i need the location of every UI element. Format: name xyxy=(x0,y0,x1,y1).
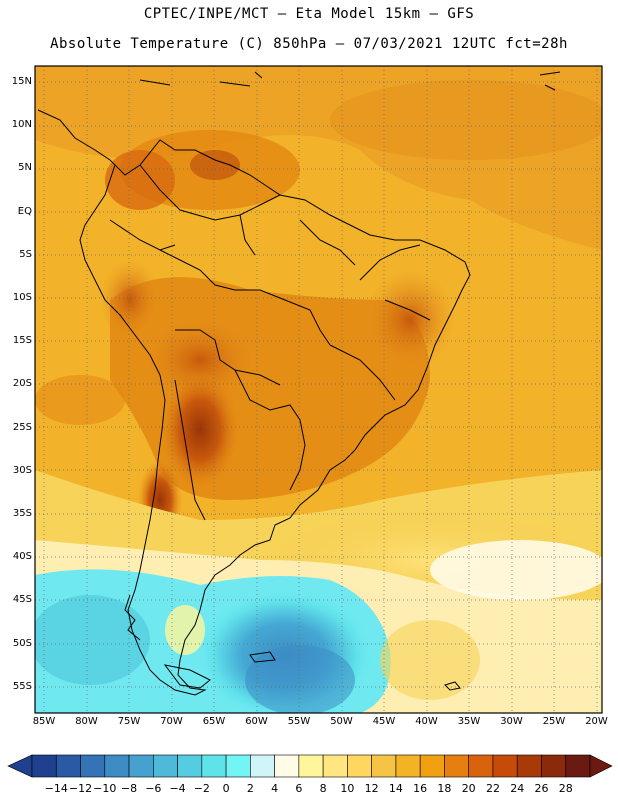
colorbar-tick-label: 20 xyxy=(461,782,476,795)
lon-label: 55W xyxy=(287,716,311,727)
lat-label: 15N xyxy=(11,76,32,87)
colorbar-tick-label: 22 xyxy=(485,782,500,795)
map-field xyxy=(35,66,602,713)
map-frame xyxy=(34,65,603,714)
colorbar-swatch xyxy=(322,754,348,778)
colorbar-swatch xyxy=(347,754,372,778)
lon-label: 65W xyxy=(202,716,226,727)
lon-label: 75W xyxy=(117,716,141,727)
lat-label: 15S xyxy=(12,335,32,347)
coastlines xyxy=(37,71,561,696)
lat-label: 10N xyxy=(11,119,32,131)
colorbar-swatch xyxy=(104,754,130,778)
lon-label: 85W xyxy=(32,716,56,727)
lon-label: 25W xyxy=(542,716,566,727)
title-line-2: Absolute Temperature (C) 850hPa – 07/03/… xyxy=(50,36,568,52)
lat-label: 5S xyxy=(19,248,32,260)
colorbar-tick-label: 24 xyxy=(510,782,525,795)
lat-label: 30S xyxy=(12,464,32,476)
colorbar-swatch xyxy=(298,754,324,778)
lat-label: 40S xyxy=(12,551,32,563)
colorbar-tick-label: 26 xyxy=(534,782,549,795)
lat-label: 55S xyxy=(12,680,32,692)
lat-label: 25S xyxy=(12,421,32,433)
colorbar-swatch xyxy=(565,754,591,778)
colorbar-swatch xyxy=(444,754,469,778)
lat-label: 5N xyxy=(18,162,32,174)
graticule xyxy=(35,66,602,713)
colorbar-swatch xyxy=(419,754,445,778)
colorbar-swatch xyxy=(80,754,106,778)
colorbar-swatch xyxy=(250,754,275,778)
atlantic-warm xyxy=(330,80,602,160)
lat-label: 20S xyxy=(12,378,32,390)
colorbar-swatch xyxy=(55,754,81,778)
lon-label: 40W xyxy=(415,716,438,727)
lat-label: 50S xyxy=(12,637,32,649)
lat-label: EQ xyxy=(17,205,32,217)
colorbar-swatch xyxy=(225,754,251,778)
colorbar-tick-label: −14 xyxy=(44,782,68,795)
colorbar-swatch xyxy=(541,754,567,778)
colorbar-swatch xyxy=(201,754,227,778)
colorbar-tick-label: 10 xyxy=(340,782,355,795)
colorbar-tick-label: 16 xyxy=(413,782,428,795)
colorbar-swatch xyxy=(153,754,178,778)
colorbar xyxy=(7,754,613,778)
colorbar-tick-label: −10 xyxy=(93,782,117,795)
lat-label: 45S xyxy=(12,594,32,606)
colorbar-tick-label: −6 xyxy=(145,782,162,795)
colorbar-swatch xyxy=(31,754,57,778)
colorbar-swatch xyxy=(395,754,421,778)
lat-label: 35S xyxy=(12,508,32,519)
colorbar-tick-label: 12 xyxy=(364,782,379,795)
lon-label: 50W xyxy=(330,716,353,727)
colorbar-swatch xyxy=(371,754,397,778)
colorbar-tick-label: 2 xyxy=(246,782,254,795)
colorbar-tick-label: 4 xyxy=(271,782,279,795)
colorbar-tick-label: −8 xyxy=(120,782,138,795)
lon-label: 45W xyxy=(372,716,396,727)
colorbar-tick-label: 18 xyxy=(437,782,452,795)
colorbar-tick-label: −12 xyxy=(68,782,93,795)
hot-core-argentina xyxy=(160,370,240,490)
colorbar-swatch xyxy=(274,754,300,778)
colorbar-swatch xyxy=(516,754,542,778)
colorbar-swatch xyxy=(128,754,154,778)
colorbar-swatch xyxy=(177,754,203,778)
lon-label: 35W xyxy=(457,716,481,727)
lon-label: 20W xyxy=(585,716,608,727)
lon-label: 70W xyxy=(160,716,183,727)
colorbar-tick-label: 0 xyxy=(222,782,230,795)
colorbar-tick-label: 28 xyxy=(558,782,573,795)
colorbar-tick-label: 14 xyxy=(388,782,403,795)
colorbar-tick-label: 8 xyxy=(319,782,327,795)
lon-label: 80W xyxy=(75,716,98,727)
colorbar-low-arrow xyxy=(7,754,33,778)
colorbar-tick-label: −2 xyxy=(193,782,210,795)
colorbar-high-arrow xyxy=(589,754,613,778)
lon-label: 30W xyxy=(500,716,523,727)
lon-label: 60W xyxy=(245,716,268,727)
title-line-1: CPTEC/INPE/MCT – Eta Model 15km – GFS xyxy=(143,6,475,22)
colorbar-tick-label: −4 xyxy=(169,782,186,795)
lat-label: 10S xyxy=(12,292,32,303)
colorbar-swatch xyxy=(492,754,518,778)
colorbar-tick-label: 6 xyxy=(295,782,303,795)
colorbar-swatch xyxy=(468,754,494,778)
